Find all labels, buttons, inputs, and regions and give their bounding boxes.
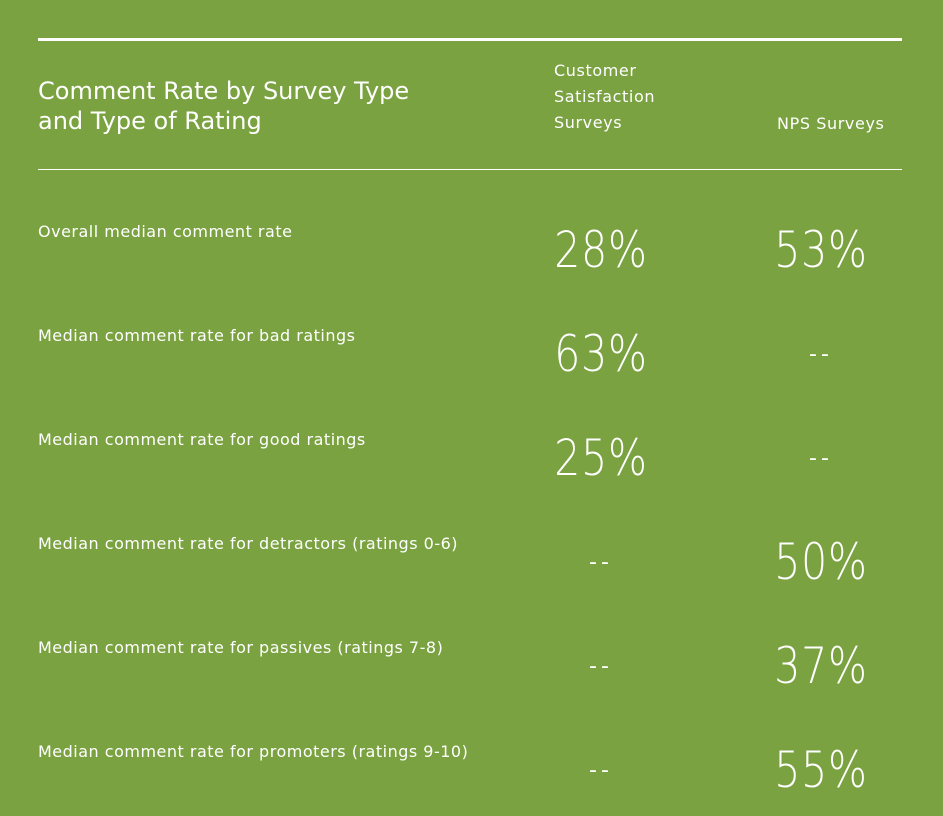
value-cell-csat: -- (589, 550, 613, 575)
row-label: Median comment rate for good ratings (38, 430, 366, 449)
value-cell-csat: -- (589, 654, 613, 679)
row-label: Median comment rate for detractors (rati… (38, 534, 459, 553)
row-label: Overall median comment rate (38, 222, 293, 241)
header-divider (38, 169, 902, 170)
value-cell-csat: 28% (554, 221, 648, 279)
value-cell-nps: -- (809, 446, 833, 471)
top-rule (38, 38, 902, 41)
value-cell-csat: -- (589, 758, 613, 783)
value-cell-csat: 25% (554, 429, 648, 487)
value-cell-nps: -- (809, 342, 833, 367)
value-cell-nps: 50% (774, 533, 868, 591)
value-cell-csat: 63% (554, 325, 648, 383)
value-cell-nps: 53% (774, 221, 868, 279)
table-title: Comment Rate by Survey Type and Type of … (38, 77, 410, 135)
column-header-nps: NPS Surveys (777, 114, 885, 133)
value-cell-nps: 55% (774, 741, 868, 799)
row-label: Median comment rate for promoters (ratin… (38, 742, 469, 761)
column-header-customer-satisfaction: Customer Satisfaction Surveys (554, 61, 656, 132)
row-label: Median comment rate for bad ratings (38, 326, 356, 345)
row-label: Median comment rate for passives (rating… (38, 638, 444, 657)
value-cell-nps: 37% (774, 637, 868, 695)
